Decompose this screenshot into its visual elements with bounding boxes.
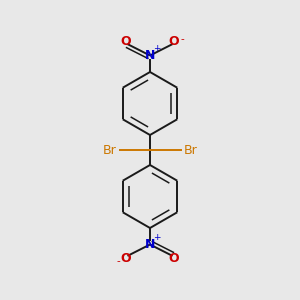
Text: -: - [180,34,184,44]
Text: +: + [153,44,160,53]
Text: +: + [153,233,160,242]
Text: Br: Br [184,143,198,157]
Text: O: O [121,35,131,48]
Text: N: N [145,238,155,251]
Text: O: O [169,252,179,265]
Text: O: O [121,252,131,265]
Text: Br: Br [102,143,116,157]
Text: -: - [116,256,120,266]
Text: O: O [169,35,179,48]
Text: N: N [145,49,155,62]
